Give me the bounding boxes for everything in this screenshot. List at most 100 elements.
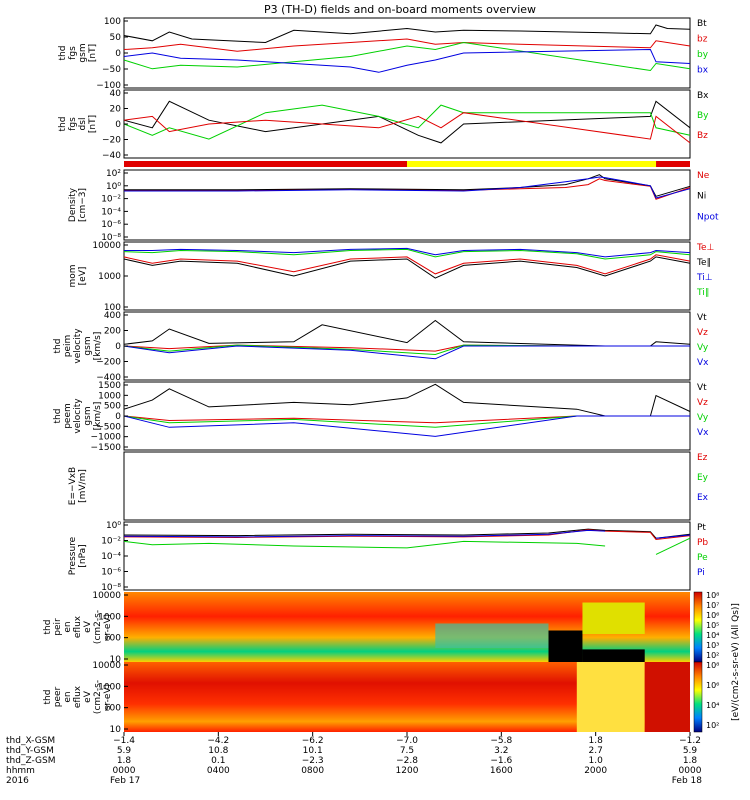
- legend-entry: Pb: [697, 538, 708, 548]
- y-tick-label: 40: [110, 89, 122, 99]
- x-axis-value: Feb 18: [672, 776, 703, 786]
- legend-entry: Ni: [697, 192, 706, 202]
- legend-entry: Pt: [697, 523, 706, 533]
- legend-entry: by: [697, 50, 709, 60]
- x-axis-value: 10.1: [303, 746, 323, 756]
- y-tick-label: 10000: [92, 591, 121, 601]
- panel-3: Ne Ni Npot 10² 10⁰ 10⁻² 10⁻⁴ 10⁻⁶ 10⁻⁸ Density [cm…: [68, 169, 719, 243]
- series-line-bz: [123, 38, 691, 52]
- colorbar-tick-label: 10³: [706, 641, 719, 650]
- colorbar-tick-label: 10⁷: [706, 601, 719, 610]
- panel-2: Bx By Bz 40 20 0 −20 −40 thd fgs dsl [nT]: [58, 89, 709, 161]
- heatmap-void-region: [548, 630, 583, 662]
- y-axis-label: [eV]: [78, 267, 88, 286]
- legend-entry: Ti⊥: [696, 273, 713, 283]
- y-tick-label: 100: [104, 634, 121, 644]
- colorbar-tick-label: 10⁶: [706, 681, 719, 690]
- y-tick-label: −200: [96, 358, 121, 368]
- y-tick-label: 0: [115, 120, 121, 130]
- colorbar: [693, 591, 703, 663]
- series-line-Ti∥: [123, 248, 691, 260]
- series-line-Pe: [123, 537, 691, 555]
- y-axis-label: thd: [43, 620, 53, 635]
- x-axis-value: −2.8: [396, 756, 418, 766]
- y-axis-label: velocity: [73, 328, 83, 364]
- colorbar-tick-label: 10⁶: [706, 611, 719, 620]
- y-tick-label: −50: [102, 65, 121, 75]
- y-tick-label: −40: [102, 151, 121, 161]
- mode-bar-red: [124, 161, 407, 167]
- y-axis-label: [nPa]: [78, 544, 88, 567]
- legend-entry: Bx: [697, 91, 709, 101]
- x-axis-value: 0800: [301, 766, 324, 776]
- y-axis-label: eV: [83, 620, 93, 633]
- y-axis-label: en: [63, 621, 73, 632]
- series-line-Pt: [123, 528, 691, 539]
- x-axis-value: −2.3: [302, 756, 324, 766]
- x-axis-value: 1600: [490, 766, 513, 776]
- y-tick-label: 500: [104, 402, 121, 412]
- x-axis-row-label: thd_Y-GSM: [6, 746, 54, 756]
- y-tick-label: 10⁻⁴: [101, 552, 121, 562]
- x-axis-value: 1.0: [589, 756, 604, 766]
- y-tick-label: 10⁻⁸: [101, 233, 121, 243]
- y-tick-label: 200: [104, 327, 121, 337]
- y-axis-label: Pressure: [68, 536, 78, 575]
- y-tick-label: 10⁻⁸: [101, 583, 121, 593]
- panel-1: Bt bz by bx 100 50 0 −50 −100 thd fgs gsm [nT]: [58, 17, 709, 91]
- y-axis-label: peim: [63, 335, 73, 358]
- y-axis-label: mom: [68, 264, 78, 287]
- legend-entry: Ne: [697, 171, 710, 181]
- y-tick-label: 100: [104, 17, 121, 27]
- y-tick-label: −1500: [91, 443, 122, 453]
- legend-entry: Vt: [697, 383, 707, 393]
- series-line-Bt: [123, 24, 691, 44]
- colorbar-tick-label: 10²: [706, 651, 719, 660]
- y-axis-label: velocity: [73, 398, 83, 434]
- y-axis-label: dsl: [78, 118, 88, 131]
- legend-entry: Te⊥: [696, 243, 715, 253]
- y-tick-label: 0: [115, 49, 121, 59]
- legend-entry: bx: [697, 66, 709, 76]
- y-tick-label: 10⁻⁴: [101, 207, 121, 217]
- x-axis-value: −5.8: [490, 736, 512, 746]
- x-axis-value: 5.9: [683, 746, 698, 756]
- legend-entry: Vz: [697, 398, 708, 408]
- y-axis-label: sr-eV): [103, 684, 113, 710]
- y-axis-label: E=−VxB: [68, 467, 78, 505]
- x-axis-value: 0400: [207, 766, 230, 776]
- y-axis-label: gsm: [78, 43, 88, 62]
- figure-title: P3 (TH-D) fields and on-board moments ov…: [264, 3, 536, 16]
- y-tick-label: −1000: [91, 433, 122, 443]
- legend-entry: Bz: [697, 131, 708, 141]
- colorbar: [693, 661, 703, 733]
- x-axis-value: −1.2: [679, 736, 701, 746]
- y-tick-label: −100: [96, 81, 121, 91]
- panel-frame: [123, 451, 691, 521]
- colorbar-tick-label: 10⁸: [706, 591, 719, 600]
- y-axis-label: [km/s]: [93, 402, 103, 431]
- y-tick-label: 10⁻²: [101, 195, 121, 205]
- y-axis-label: peem: [63, 403, 73, 429]
- colorbar-label: [eV/(cm2-s-sr-eV) (All Qs)]: [731, 603, 741, 721]
- series-line-Pi: [123, 529, 691, 539]
- x-axis-value: 3.2: [494, 746, 508, 756]
- y-tick-label: 1000: [98, 272, 121, 282]
- x-axis-value: −1.4: [113, 736, 135, 746]
- x-axis-value: 1.8: [683, 756, 698, 766]
- y-tick-label: 1000: [98, 612, 121, 622]
- y-axis-label: [mV/m]: [78, 469, 88, 503]
- y-axis-label: peir: [53, 618, 63, 636]
- y-tick-label: 1000: [98, 682, 121, 692]
- y-axis-label: thd: [43, 690, 53, 705]
- heatmap-band: [576, 662, 645, 732]
- y-axis-label: gsm: [83, 336, 93, 355]
- y-axis-label: thd: [53, 409, 63, 424]
- x-axis-row-label: thd_X-GSM: [6, 736, 55, 746]
- x-axis-value: 5.9: [117, 746, 132, 756]
- y-tick-label: 20: [110, 105, 122, 115]
- heatmap-band: [582, 602, 645, 634]
- panel-frame: [123, 169, 691, 241]
- x-axis-value: 0000: [679, 766, 702, 776]
